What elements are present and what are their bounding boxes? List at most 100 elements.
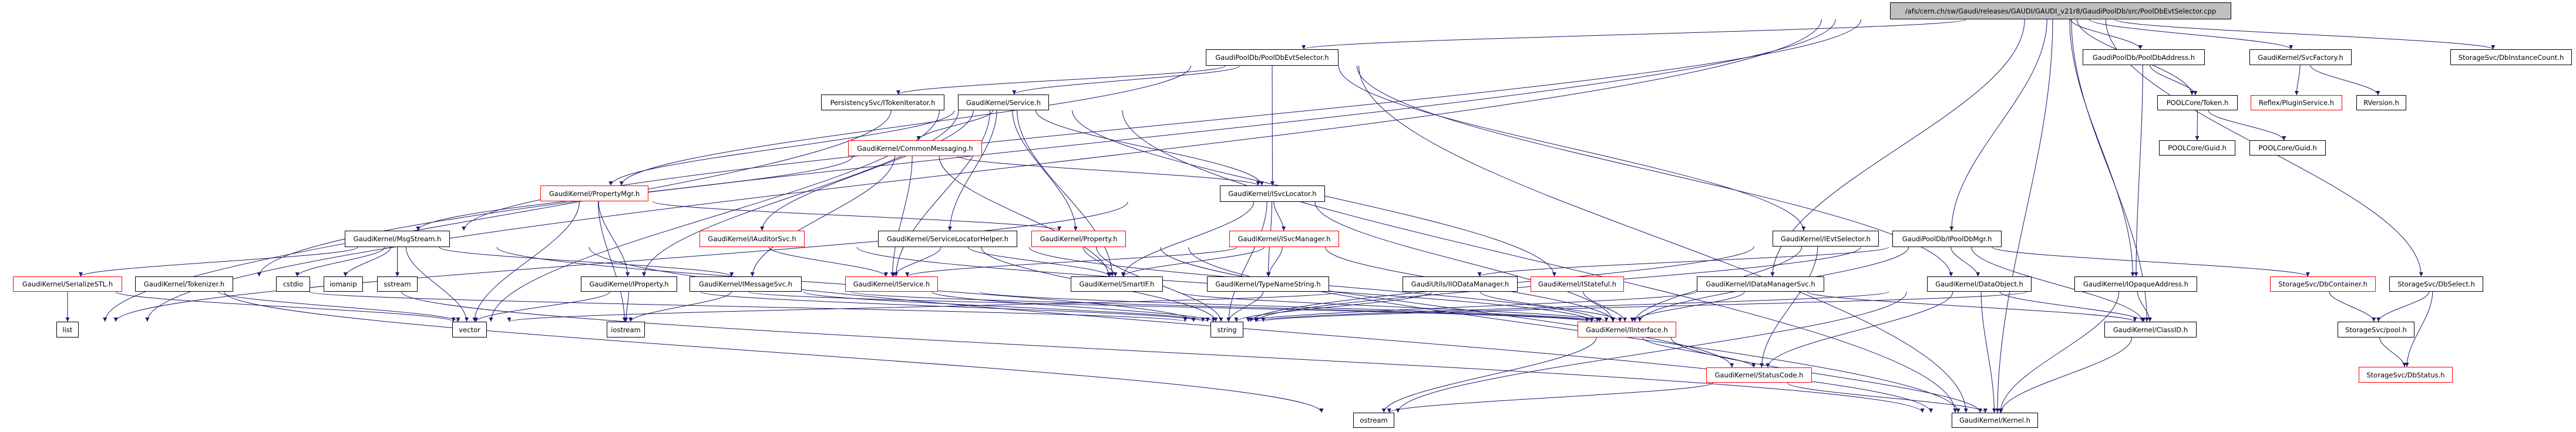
node-iinterface[interactable]: GaudiKernel/IInterface.h: [1578, 322, 1676, 338]
node-classid[interactable]: GaudiKernel/ClassID.h: [2104, 322, 2197, 338]
node-pdaddr[interactable]: GaudiPoolDb/PoolDbAddress.h: [2083, 49, 2205, 65]
edge-dbselect-to-dbstatus: [2405, 291, 2433, 367]
edge-msgstream-to-iomanip: [343, 247, 391, 277]
edge-idms-to-string: [1246, 291, 1697, 322]
node-token[interactable]: POOLCore/Token.h: [2157, 95, 2238, 110]
edge-msgstream-to-serialize: [79, 247, 358, 277]
edge-pool-to-dbstatus: [2379, 337, 2407, 367]
edge-idms-to-iinterface: [1630, 291, 1745, 322]
edge-root-to-svcfac: [2089, 19, 2293, 50]
node-sstream[interactable]: sstream: [377, 276, 418, 292]
node-iservice[interactable]: GaudiKernel/IService.h: [845, 276, 938, 292]
edge-service-to-kernel: [1122, 110, 1958, 413]
node-idms[interactable]: GaudiKernel/IDataManagerSvc.h: [1697, 276, 1824, 292]
node-dataobj[interactable]: GaudiKernel/DataObject.h: [1927, 276, 2032, 292]
node-iostream[interactable]: iostream: [607, 322, 645, 338]
node-property[interactable]: GaudiKernel/Property.h: [1031, 231, 1126, 247]
node-string[interactable]: string: [1210, 322, 1243, 338]
edge-statuscode-to-kernel: [1787, 382, 1988, 413]
edge-dataobj-to-classid: [1999, 291, 2146, 322]
node-istateful[interactable]: GaudiKernel/IStateful.h: [1531, 276, 1624, 292]
edge-propmgr-to-iproperty: [598, 201, 630, 277]
node-iproperty[interactable]: GaudiKernel/IProperty.h: [581, 276, 677, 292]
edge-tokenizer-to-vector: [218, 291, 460, 322]
edge-iproperty-to-string: [700, 291, 1205, 322]
node-guid1[interactable]: POOLCore/Guid.h: [2159, 140, 2235, 156]
node-iopaque[interactable]: GaudiKernel/IOpaqueAddress.h: [2074, 276, 2197, 292]
node-pdes[interactable]: GaudiPoolDb/PoolDbEvtSelector.h: [1206, 49, 1339, 66]
node-plugin[interactable]: Reflex/PluginService.h: [2251, 95, 2342, 110]
node-iiodm[interactable]: GaudiUtils/IIODataManager.h: [1403, 276, 1518, 292]
node-tokit[interactable]: PersistencySvc/ITokenIterator.h: [821, 95, 944, 110]
node-statuscode[interactable]: GaudiKernel/StatusCode.h: [1706, 367, 1812, 383]
node-vector[interactable]: vector: [452, 322, 487, 338]
node-isvcmgr[interactable]: GaudiKernel/ISvcManager.h: [1229, 231, 1339, 247]
edge-typename-to-string: [1226, 291, 1264, 322]
node-guid2[interactable]: POOLCore/Guid.h: [2249, 140, 2326, 156]
edge-iproperty-to-vector: [473, 291, 610, 322]
edge-svcfac-to-rversion: [2310, 65, 2380, 96]
edge-dbcont-to-pool: [2329, 291, 2376, 322]
edge-tokenizer-to-string: [309, 291, 1187, 322]
node-tokenizer[interactable]: GaudiKernel/Tokenizer.h: [135, 276, 233, 292]
node-dbcont[interactable]: StorageSvc/DbContainer.h: [2270, 276, 2376, 292]
edge-root-to-list: [145, 19, 1822, 322]
edge-iopaque-to-kernel: [1998, 291, 2120, 413]
edge-root-to-iopaque: [2069, 19, 2135, 277]
edge-serialize-to-ostream: [224, 291, 1324, 413]
node-dbstatus[interactable]: StorageSvc/DbStatus.h: [2359, 367, 2453, 383]
edge-service-to-smartif: [1017, 110, 1115, 277]
edge-service-to-isvcloc: [1035, 110, 1264, 186]
edge-ievtsel-to-statuscode: [1760, 246, 1818, 368]
edge-isvcloc-to-string: [1226, 201, 1267, 322]
node-typename[interactable]: GaudiKernel/TypeNameString.h: [1207, 276, 1329, 292]
node-propmgr[interactable]: GaudiKernel/PropertyMgr.h: [540, 185, 648, 201]
node-iauditor[interactable]: GaudiKernel/IAuditorSvc.h: [700, 231, 805, 247]
edge-iiodm-to-vector: [507, 291, 1342, 322]
edge-propmgr-to-iostream: [597, 201, 627, 322]
node-rversion[interactable]: RVersion.h: [2356, 95, 2406, 110]
edge-serialize-to-vector: [115, 291, 456, 322]
node-kernel[interactable]: GaudiKernel/Kernel.h: [1952, 413, 2038, 428]
edge-dataobj-to-kernel: [1980, 291, 1996, 413]
edge-isvcmgr-to-iservice: [905, 247, 1237, 277]
edge-service-to-propmgr: [608, 110, 955, 186]
edge-ipooldbmgr-to-classid: [1971, 247, 2145, 322]
edge-service-to-property: [1012, 110, 1078, 231]
node-msgstream[interactable]: GaudiKernel/MsgStream.h: [345, 231, 450, 247]
edge-isvcloc-to-iinterface: [1314, 201, 1615, 322]
edge-ipooldbmgr-to-dbcont: [1992, 247, 2310, 277]
edge-propmgr-to-property: [652, 201, 1061, 231]
node-isvcloc[interactable]: GaudiKernel/ISvcLocator.h: [1220, 185, 1325, 202]
edge-iproperty-to-iostream: [624, 291, 629, 322]
root-file-node[interactable]: /afs/cern.ch/sw/Gaudi/releases/GAUDI/GAU…: [1890, 2, 2231, 19]
edge-service-to-slhelper: [947, 110, 997, 231]
node-ostream[interactable]: ostream: [1353, 413, 1394, 428]
edge-root-to-dbinst: [2114, 19, 2496, 50]
node-svcfac[interactable]: GaudiKernel/SvcFactory.h: [2249, 49, 2352, 65]
edge-root-to-msgstream: [462, 19, 1862, 231]
node-dbselect[interactable]: StorageSvc/DbSelect.h: [2389, 276, 2483, 292]
node-list[interactable]: list: [56, 322, 79, 338]
edge-iopaque-to-classid: [2137, 291, 2152, 322]
edge-dataobj-to-statuscode: [1765, 291, 1953, 368]
edge-isvcloc-to-list: [113, 201, 1128, 322]
edge-property-to-kernel: [1188, 247, 1960, 413]
node-iomanip[interactable]: iomanip: [324, 276, 363, 292]
node-imsgsvc[interactable]: GaudiKernel/IMessageSvc.h: [690, 276, 802, 292]
node-ievtsel[interactable]: GaudiKernel/IEvtSelector.h: [1773, 231, 1879, 247]
node-dbinst[interactable]: StorageSvc/DbInstanceCount.h: [2450, 49, 2572, 65]
edge-dataobj-to-string: [1255, 291, 1889, 322]
edge-iinterface-to-kernel: [1670, 337, 1982, 413]
edge-msgstream-to-cstdio: [295, 247, 385, 277]
edge-smartif-to-iinterface: [1178, 291, 1609, 322]
node-service[interactable]: GaudiKernel/Service.h: [958, 95, 1049, 110]
node-commsg[interactable]: GaudiKernel/CommonMessaging.h: [848, 140, 982, 156]
node-ipooldbmgr[interactable]: GaudiPoolDb/IPoolDbMgr.h: [1892, 231, 2002, 247]
node-smartif[interactable]: GaudiKernel/SmartIF.h: [1071, 276, 1163, 292]
node-serialize[interactable]: GaudiKernel/SerializeSTL.h: [13, 276, 122, 292]
node-pool[interactable]: StorageSvc/pool.h: [2338, 322, 2414, 338]
node-slhelper[interactable]: GaudiKernel/ServiceLocatorHelper.h: [878, 231, 1017, 247]
edge-iauditor-to-iservice: [768, 247, 888, 277]
node-cstdio[interactable]: cstdio: [276, 276, 310, 292]
